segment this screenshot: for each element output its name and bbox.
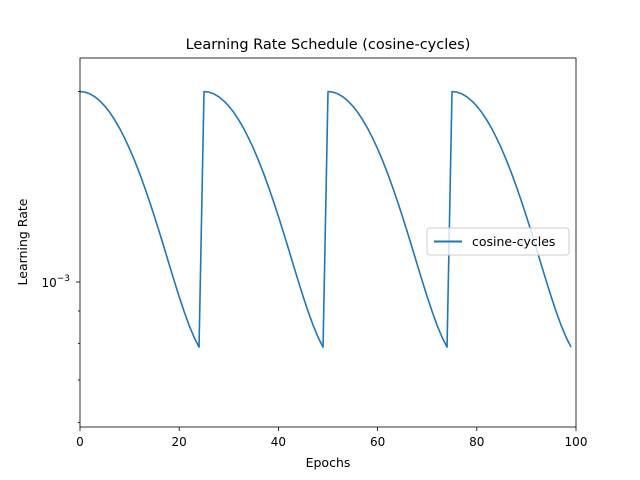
series-line-0 [79, 90, 572, 348]
x-tick-label: 80 [469, 435, 484, 449]
x-tick-label: 0 [76, 435, 84, 449]
x-axis-ticks: 0 20 40 60 80 100 [76, 427, 587, 449]
legend: cosine-cycles [426, 227, 570, 256]
series-layer [79, 90, 572, 348]
legend-box [426, 227, 570, 256]
chart-title: Learning Rate Schedule (cosine-cycles) [186, 37, 471, 53]
x-axis-label: Epochs [306, 455, 351, 470]
x-tick-label: 100 [565, 435, 588, 449]
plot-frame [79, 57, 577, 428]
x-tick-label: 60 [370, 435, 385, 449]
y-axis-label: Learning Rate [15, 198, 30, 285]
legend-label: cosine-cycles [472, 234, 555, 249]
x-tick-label: 20 [172, 435, 187, 449]
x-tick-label: 40 [271, 435, 286, 449]
